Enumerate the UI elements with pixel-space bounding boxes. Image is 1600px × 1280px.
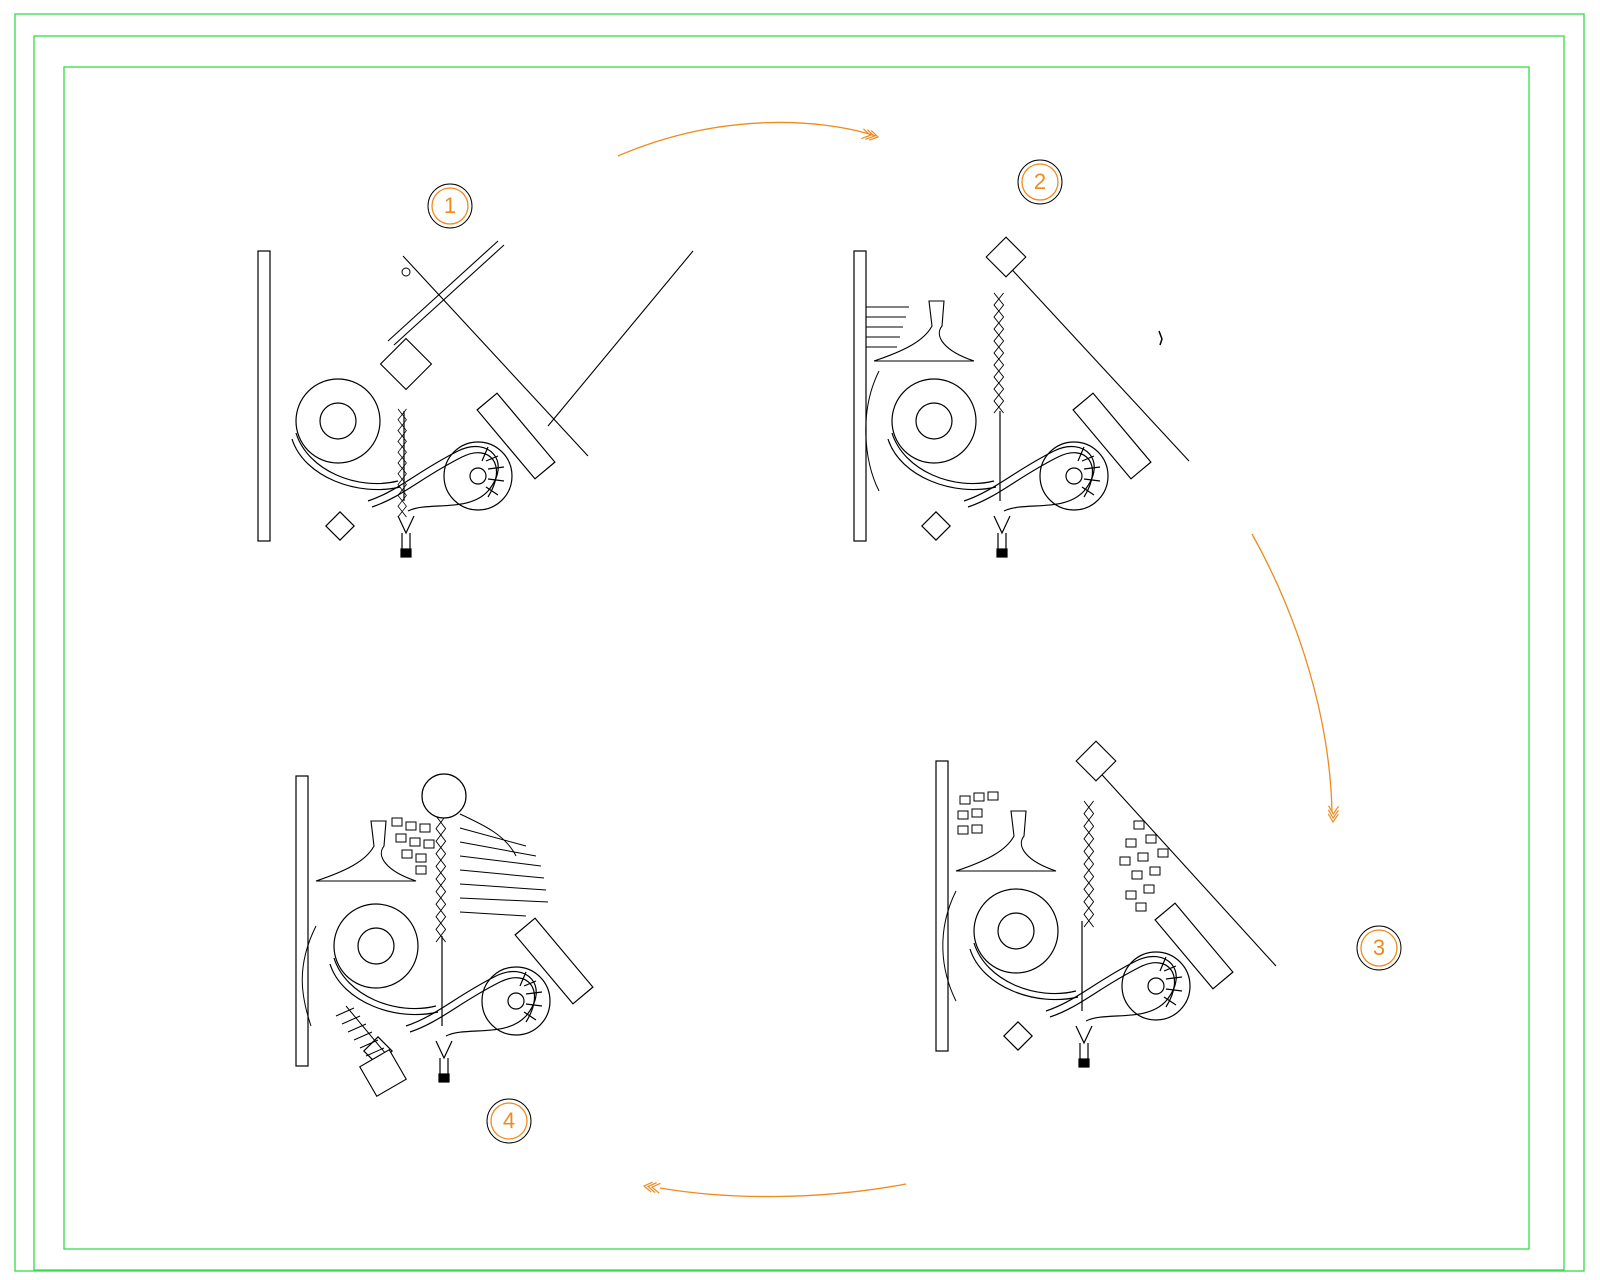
- marker-stage-4: [486, 1098, 532, 1144]
- flow-arrow-1-to-2: [617, 121, 880, 157]
- inner-frame: [63, 66, 1530, 1250]
- marker-stage-1: [427, 183, 473, 229]
- site-plan-stage-1: [257, 240, 694, 558]
- double-circle-marker-icon: [486, 1098, 532, 1144]
- marker-stage-2: [1017, 159, 1063, 205]
- site-plan-stage-3: [935, 740, 1277, 1068]
- outer-frame: [14, 13, 1585, 1272]
- double-circle-marker-icon: [1017, 159, 1063, 205]
- flow-arrow-2-to-3: [1251, 533, 1340, 823]
- middle-frame: [33, 35, 1565, 1271]
- site-plan-stage-4: [295, 773, 594, 1097]
- flow-arrow-3-to-4: [642, 1180, 907, 1198]
- double-circle-marker-icon: [427, 183, 473, 229]
- double-circle-marker-icon: [1356, 925, 1402, 971]
- marker-stage-3: [1356, 925, 1402, 971]
- site-plan-stage-2: [853, 236, 1190, 558]
